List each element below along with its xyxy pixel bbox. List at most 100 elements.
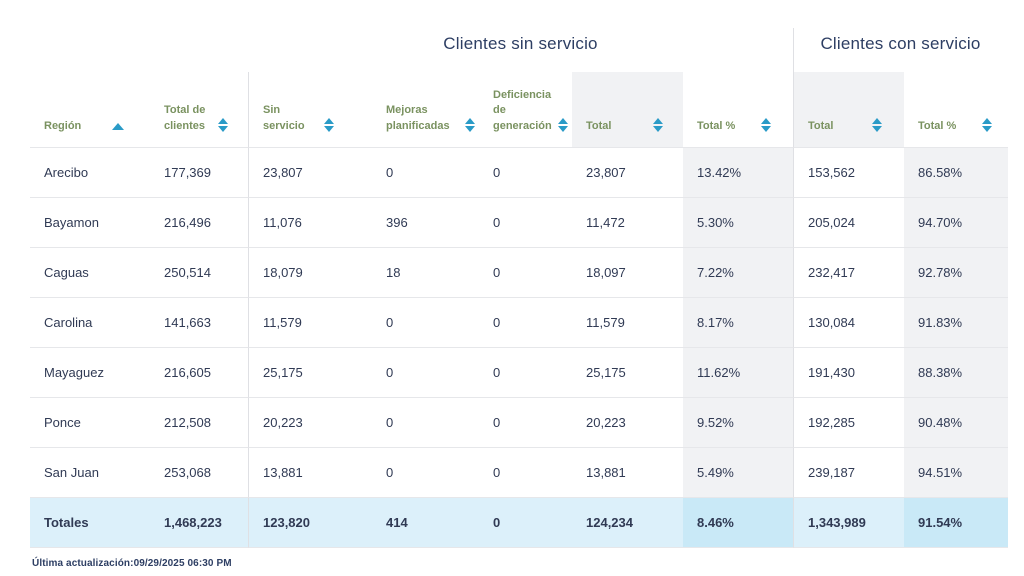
cell-total-sin: 11,472 bbox=[572, 198, 683, 248]
cell-mejoras-planificadas: 0 bbox=[372, 148, 479, 198]
cell-total-sin-pct: 5.49% bbox=[683, 448, 793, 498]
cell-total-clientes: 253,068 bbox=[150, 448, 248, 498]
section-divider bbox=[793, 28, 794, 73]
cell-sin-servicio: 23,807 bbox=[248, 148, 372, 198]
cell-sin-servicio: 11,076 bbox=[248, 198, 372, 248]
cell-total-clientes: 250,514 bbox=[150, 248, 248, 298]
cell-total-clientes: 177,369 bbox=[150, 148, 248, 198]
column-header-label: Sin servicio bbox=[263, 104, 305, 132]
cell-deficiencia-generacion: 0 bbox=[479, 148, 572, 198]
cell-total-sin: 18,097 bbox=[572, 248, 683, 298]
cell-region: San Juan bbox=[30, 448, 150, 498]
column-header-total-pct-con-servicio[interactable]: Total % bbox=[904, 72, 1008, 148]
cell-total-sin-pct: 5.30% bbox=[683, 198, 793, 248]
cell-total-sin: 11,579 bbox=[572, 298, 683, 348]
cell-mejoras-planificadas: 0 bbox=[372, 448, 479, 498]
cell-total-con-pct: 94.70% bbox=[904, 198, 1008, 248]
cell-mejoras-planificadas: 18 bbox=[372, 248, 479, 298]
column-header-total-pct-sin-servicio[interactable]: Total % bbox=[683, 72, 793, 148]
cell-region: Carolina bbox=[30, 298, 150, 348]
sort-icon bbox=[324, 118, 334, 132]
cell-total-clientes: 216,496 bbox=[150, 198, 248, 248]
cell-total-con: 153,562 bbox=[793, 148, 904, 198]
sort-icon bbox=[558, 118, 568, 132]
cell-sin-servicio: 123,820 bbox=[248, 498, 372, 548]
column-header-label: Total % bbox=[697, 119, 736, 132]
cell-total-con: 130,084 bbox=[793, 298, 904, 348]
cell-deficiencia-generacion: 0 bbox=[479, 398, 572, 448]
sort-icon bbox=[218, 118, 228, 132]
cell-total-sin-pct: 8.17% bbox=[683, 298, 793, 348]
cell-total-con: 239,187 bbox=[793, 448, 904, 498]
cell-deficiencia-generacion: 0 bbox=[479, 198, 572, 248]
cell-total-con-pct: 86.58% bbox=[904, 148, 1008, 198]
section-title-clientes-con-servicio: Clientes con servicio bbox=[820, 34, 981, 53]
cell-total-con-pct: 94.51% bbox=[904, 448, 1008, 498]
column-header-deficiencia-generacion[interactable]: Deficiencia de generación bbox=[479, 72, 572, 148]
cell-region: Bayamon bbox=[30, 198, 150, 248]
cell-total-con: 192,285 bbox=[793, 398, 904, 448]
cell-sin-servicio: 20,223 bbox=[248, 398, 372, 448]
cell-total-con: 205,024 bbox=[793, 198, 904, 248]
column-header-label: Total bbox=[808, 119, 834, 132]
cell-sin-servicio: 25,175 bbox=[248, 348, 372, 398]
cell-mejoras-planificadas: 0 bbox=[372, 348, 479, 398]
last-updated-text: Última actualización:09/29/2025 06:30 PM bbox=[32, 558, 232, 569]
cell-total-sin: 13,881 bbox=[572, 448, 683, 498]
sort-ascending-icon bbox=[112, 123, 124, 130]
cell-total-sin-pct: 13.42% bbox=[683, 148, 793, 198]
sort-icon bbox=[982, 118, 992, 132]
cell-total-clientes: 216,605 bbox=[150, 348, 248, 398]
column-header-sin-servicio[interactable]: Sin servicio bbox=[248, 72, 372, 148]
section-headers: Clientes sin servicio Clientes con servi… bbox=[30, 0, 1008, 73]
sort-icon bbox=[761, 118, 771, 132]
cell-total-sin-pct: 7.22% bbox=[683, 248, 793, 298]
cell-total-sin: 25,175 bbox=[572, 348, 683, 398]
cell-deficiencia-generacion: 0 bbox=[479, 248, 572, 298]
cell-sin-servicio: 13,881 bbox=[248, 448, 372, 498]
cell-region: Totales bbox=[30, 498, 150, 548]
cell-total-con-pct: 92.78% bbox=[904, 248, 1008, 298]
column-header-label: Total % bbox=[918, 119, 957, 132]
cell-total-sin-pct: 11.62% bbox=[683, 348, 793, 398]
cell-sin-servicio: 11,579 bbox=[248, 298, 372, 348]
sort-icon bbox=[653, 118, 663, 132]
column-header-total-con-servicio[interactable]: Total bbox=[793, 72, 904, 148]
cell-total-sin-pct: 9.52% bbox=[683, 398, 793, 448]
sort-icon bbox=[465, 118, 475, 132]
cell-total-con-pct: 90.48% bbox=[904, 398, 1008, 448]
cell-sin-servicio: 18,079 bbox=[248, 248, 372, 298]
cell-region: Arecibo bbox=[30, 148, 150, 198]
column-header-label: Total de clientes bbox=[164, 104, 206, 132]
cell-mejoras-planificadas: 396 bbox=[372, 198, 479, 248]
cell-total-sin: 23,807 bbox=[572, 148, 683, 198]
column-header-mejoras-planificadas[interactable]: Mejoras planificadas bbox=[372, 72, 479, 148]
cell-total-con: 232,417 bbox=[793, 248, 904, 298]
cell-total-sin: 124,234 bbox=[572, 498, 683, 548]
column-header-label: Total bbox=[586, 119, 612, 132]
section-title-clientes-sin-servicio: Clientes sin servicio bbox=[443, 34, 598, 53]
regions-outage-table: Región Total de clientes Sin servicio Me… bbox=[30, 72, 1008, 548]
cell-region: Caguas bbox=[30, 248, 150, 298]
cell-total-con: 1,343,989 bbox=[793, 498, 904, 548]
column-header-label: Mejoras planificadas bbox=[386, 104, 450, 132]
cell-deficiencia-generacion: 0 bbox=[479, 298, 572, 348]
column-header-total-sin-servicio[interactable]: Total bbox=[572, 72, 683, 148]
cell-total-con-pct: 91.54% bbox=[904, 498, 1008, 548]
cell-mejoras-planificadas: 0 bbox=[372, 398, 479, 448]
cell-deficiencia-generacion: 0 bbox=[479, 448, 572, 498]
cell-total-con: 191,430 bbox=[793, 348, 904, 398]
cell-total-sin: 20,223 bbox=[572, 398, 683, 448]
cell-region: Mayaguez bbox=[30, 348, 150, 398]
cell-deficiencia-generacion: 0 bbox=[479, 498, 572, 548]
cell-total-clientes: 1,468,223 bbox=[150, 498, 248, 548]
column-header-region[interactable]: Región bbox=[30, 72, 150, 148]
cell-total-sin-pct: 8.46% bbox=[683, 498, 793, 548]
cell-deficiencia-generacion: 0 bbox=[479, 348, 572, 398]
column-header-total-clientes[interactable]: Total de clientes bbox=[150, 72, 248, 148]
cell-total-clientes: 141,663 bbox=[150, 298, 248, 348]
column-header-label: Deficiencia de generación bbox=[493, 88, 552, 132]
cell-total-clientes: 212,508 bbox=[150, 398, 248, 448]
column-header-label: Región bbox=[44, 119, 82, 132]
